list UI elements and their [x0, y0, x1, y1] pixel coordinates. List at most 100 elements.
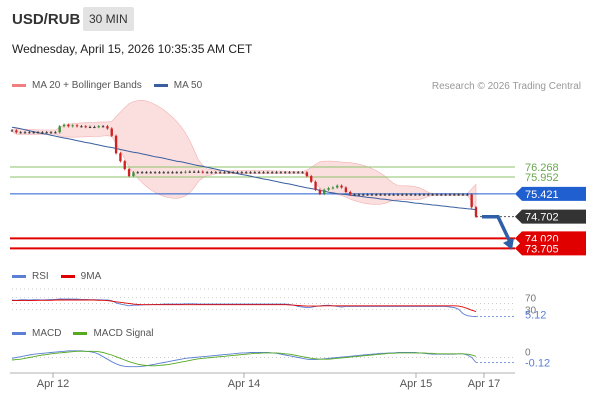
candle-body — [45, 132, 48, 134]
candle-body — [418, 194, 421, 196]
candle-body — [236, 172, 239, 174]
bollinger-band — [11, 99, 477, 210]
candle-body — [58, 126, 61, 133]
candle-body — [470, 194, 473, 208]
rsi-series-line — [11, 298, 477, 317]
candle-body — [375, 194, 378, 196]
candle-body — [179, 172, 183, 174]
candle-body — [466, 194, 469, 196]
candle-body — [318, 189, 322, 194]
candle-body — [249, 172, 252, 174]
candle-body — [331, 187, 335, 189]
candle-body — [127, 169, 131, 177]
candle-body — [153, 172, 157, 174]
x-axis-tick-label: Apr 12 — [37, 378, 69, 390]
candle-body — [93, 126, 96, 128]
candle-body — [227, 172, 231, 174]
candle-body — [132, 172, 135, 177]
candle-body — [166, 172, 170, 174]
rsi-legend: RSI 9MA — [12, 271, 113, 282]
candle-body — [414, 194, 417, 196]
candle-body — [297, 172, 300, 174]
legend-label: MACD — [32, 328, 62, 339]
candle-body — [49, 132, 53, 134]
candle-body — [362, 194, 365, 196]
candle-body — [257, 172, 261, 174]
legend-item-9ma: 9MA — [60, 271, 102, 282]
candle-body — [119, 153, 122, 162]
candle-body — [162, 172, 165, 174]
candle-body — [15, 130, 18, 133]
candle-body — [218, 172, 222, 174]
candle-body — [388, 194, 391, 196]
candle-body — [71, 125, 74, 127]
candle-body — [36, 132, 40, 134]
candle-body — [145, 172, 148, 174]
candle-body — [344, 187, 348, 192]
candle-body — [184, 171, 187, 173]
candle-body — [370, 194, 374, 196]
legend-swatch-icon — [153, 84, 168, 87]
interval-badge[interactable]: 30 MIN — [83, 7, 134, 31]
candle-body — [67, 124, 70, 127]
candle-body — [205, 172, 209, 174]
candle-body — [292, 172, 296, 174]
macd-legend: MACD MACD Signal — [12, 328, 165, 339]
candle-body — [305, 172, 309, 177]
candle-body — [448, 194, 452, 196]
copyright-note: Research © 2026 Trading Central — [431, 81, 581, 92]
forecast-arrow-icon — [482, 214, 512, 243]
legend-item-macd: MACD — [12, 328, 61, 339]
candle-body — [240, 172, 244, 174]
legend-swatch-icon — [60, 275, 75, 278]
datetime-label: Wednesday, April 15, 2026 10:35:35 AM CE… — [12, 42, 253, 56]
candle-body — [310, 176, 313, 182]
candle-body — [366, 194, 369, 196]
rsi-level-label: 70 — [525, 294, 537, 305]
candle-body — [201, 171, 204, 173]
candle-body — [340, 185, 343, 188]
candle-body — [301, 172, 304, 174]
legend-label: MA 50 — [173, 80, 203, 91]
macd-last-value: -0.12 — [525, 358, 550, 370]
candle-body — [88, 126, 92, 128]
candle-body — [101, 126, 105, 128]
candle-body — [62, 124, 66, 127]
legend-label: MA 20 + Bollinger Bands — [32, 80, 142, 91]
candle-body — [266, 172, 270, 174]
candle-body — [461, 194, 465, 196]
candle-body — [54, 132, 57, 134]
candle-body — [392, 194, 395, 196]
ma50-line — [11, 126, 477, 211]
price-level-label: 75.952 — [525, 172, 559, 184]
candle-body — [84, 126, 87, 128]
legend-label: 9MA — [80, 271, 102, 282]
candle-body — [231, 172, 235, 174]
price-level-label: 75.421 — [525, 189, 559, 201]
x-axis-tick-label: Apr 14 — [228, 378, 260, 390]
legend-label: MACD Signal — [93, 328, 154, 339]
candle-body — [192, 171, 196, 173]
candle-body — [401, 194, 404, 196]
candle-body — [457, 194, 460, 196]
legend-label: RSI — [32, 271, 49, 282]
candle-body — [75, 125, 79, 127]
candle-body — [41, 132, 44, 134]
candle-body — [284, 172, 287, 174]
candle-body — [349, 191, 352, 195]
candle-body — [197, 171, 200, 173]
candle-body — [288, 172, 291, 174]
candle-body — [271, 172, 274, 174]
candle-body — [279, 172, 283, 174]
candle-body — [23, 132, 27, 134]
legend-item-ma50: MA 50 — [153, 80, 203, 91]
candle-body — [357, 194, 361, 196]
macd-series-line — [11, 350, 477, 367]
price-level-label: 74.702 — [525, 212, 559, 224]
candle-body — [275, 172, 278, 174]
candle-body — [210, 172, 213, 174]
candle-body — [383, 194, 387, 196]
legend-item-macd-signal: MACD Signal — [73, 328, 153, 339]
candle-body — [396, 194, 400, 196]
